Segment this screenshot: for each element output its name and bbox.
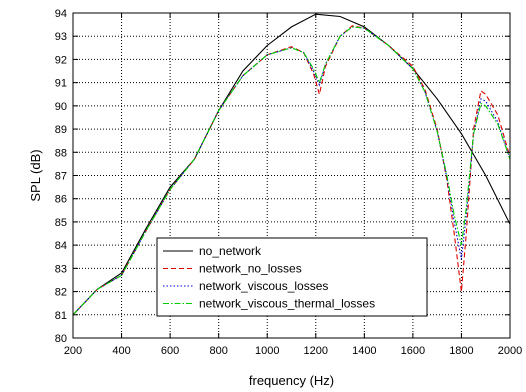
y-tick-label: 82 xyxy=(55,287,67,299)
y-tick-label: 93 xyxy=(55,31,67,43)
y-tick-label: 85 xyxy=(55,217,67,229)
y-tick-label: 94 xyxy=(55,8,67,20)
legend-box xyxy=(156,237,428,317)
y-tick-label: 90 xyxy=(55,101,67,113)
y-tick-label: 87 xyxy=(55,171,67,183)
x-axis-label: frequency (Hz) xyxy=(249,373,334,388)
x-tick-label: 1600 xyxy=(401,345,425,357)
x-tick-label: 1800 xyxy=(449,345,473,357)
x-tick-label: 1000 xyxy=(255,345,279,357)
legend: no_network network_no_losses network_visco… xyxy=(156,237,428,317)
grid-lines xyxy=(73,13,510,338)
legend-label: network_viscous_losses xyxy=(199,279,328,293)
axis-ticks: 200 400 600 800 1000 1200 1400 1600 1800 2000 80 81… xyxy=(55,8,522,357)
x-tick-label: 600 xyxy=(161,345,179,357)
x-tick-label: 1200 xyxy=(304,345,328,357)
x-tick-label: 400 xyxy=(112,345,130,357)
legend-label: network_viscous_thermal_losses xyxy=(199,297,375,311)
y-tick-label: 89 xyxy=(55,124,67,136)
y-tick-label: 83 xyxy=(55,263,67,275)
legend-label: no_network xyxy=(199,244,262,258)
y-tick-label: 91 xyxy=(55,78,67,90)
y-tick-label: 88 xyxy=(55,147,67,159)
y-tick-label: 86 xyxy=(55,194,67,206)
y-tick-label: 80 xyxy=(55,333,67,345)
series-lines xyxy=(72,13,511,316)
x-tick-label: 800 xyxy=(209,345,227,357)
x-tick-label: 200 xyxy=(64,345,82,357)
legend-label: network_no_losses xyxy=(199,262,302,276)
y-tick-label: 92 xyxy=(55,54,67,66)
series-line-no-network xyxy=(72,13,511,316)
x-tick-label: 2000 xyxy=(498,345,522,357)
y-axis-label: SPL (dB) xyxy=(28,149,43,201)
y-tick-label: 84 xyxy=(55,240,67,252)
y-tick-label: 81 xyxy=(55,310,67,322)
x-tick-label: 1400 xyxy=(352,345,376,357)
series-line-network-viscous-thermal-losses xyxy=(72,26,511,316)
